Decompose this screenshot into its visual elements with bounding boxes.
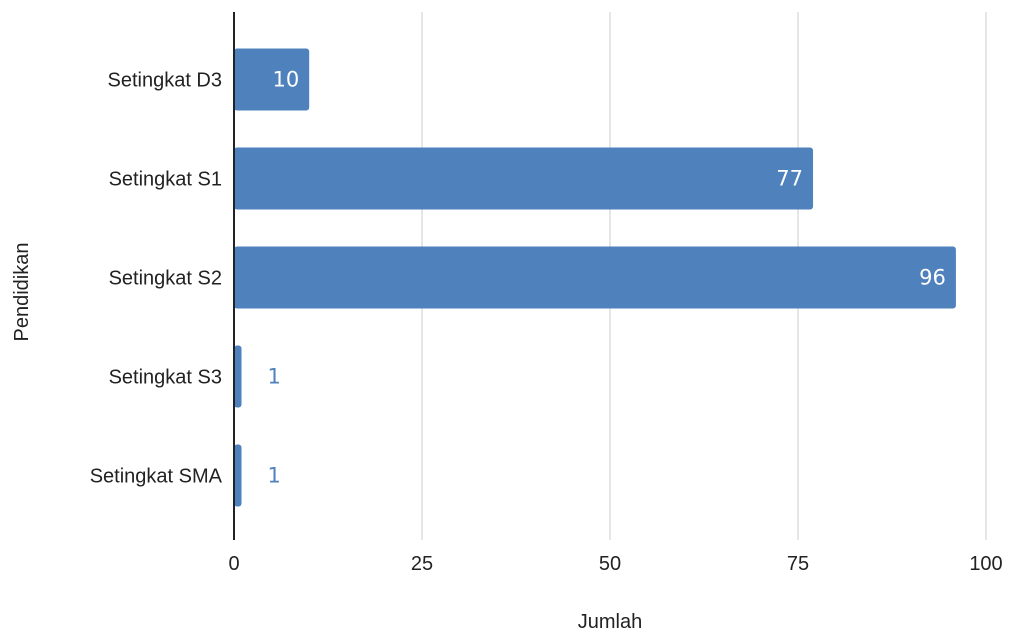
category-label: Setingkat SMA <box>90 466 223 488</box>
category-label: Setingkat D3 <box>107 70 222 92</box>
x-tick-label: 100 <box>969 553 1002 575</box>
x-axis-title: Jumlah <box>578 611 642 633</box>
bar <box>234 444 242 507</box>
x-tick-label: 25 <box>411 553 433 575</box>
bar-value-label: 77 <box>776 167 803 191</box>
x-tick-labels: 0 25 50 75 100 <box>228 553 1002 575</box>
category-labels: Setingkat D3 Setingkat S1 Setingkat S2 Seti… <box>90 70 223 488</box>
x-tick-label: 50 <box>599 553 621 575</box>
bar-value-label: 1 <box>268 365 281 389</box>
x-tick-label: 0 <box>228 553 239 575</box>
bar <box>234 147 814 210</box>
x-tick-label: 75 <box>787 553 809 575</box>
bar <box>234 48 310 111</box>
bar <box>234 246 956 309</box>
bar-value-label: 10 <box>272 68 299 92</box>
bar <box>234 345 242 408</box>
y-axis-title: Pendidikan <box>11 243 33 342</box>
category-label: Setingkat S2 <box>109 268 222 290</box>
bar-value-label: 96 <box>919 266 946 290</box>
category-label: Setingkat S3 <box>109 367 222 389</box>
bar-value-label: 1 <box>268 464 281 488</box>
bars: 10 77 96 1 1 <box>234 48 956 507</box>
category-label: Setingkat S1 <box>109 169 222 191</box>
